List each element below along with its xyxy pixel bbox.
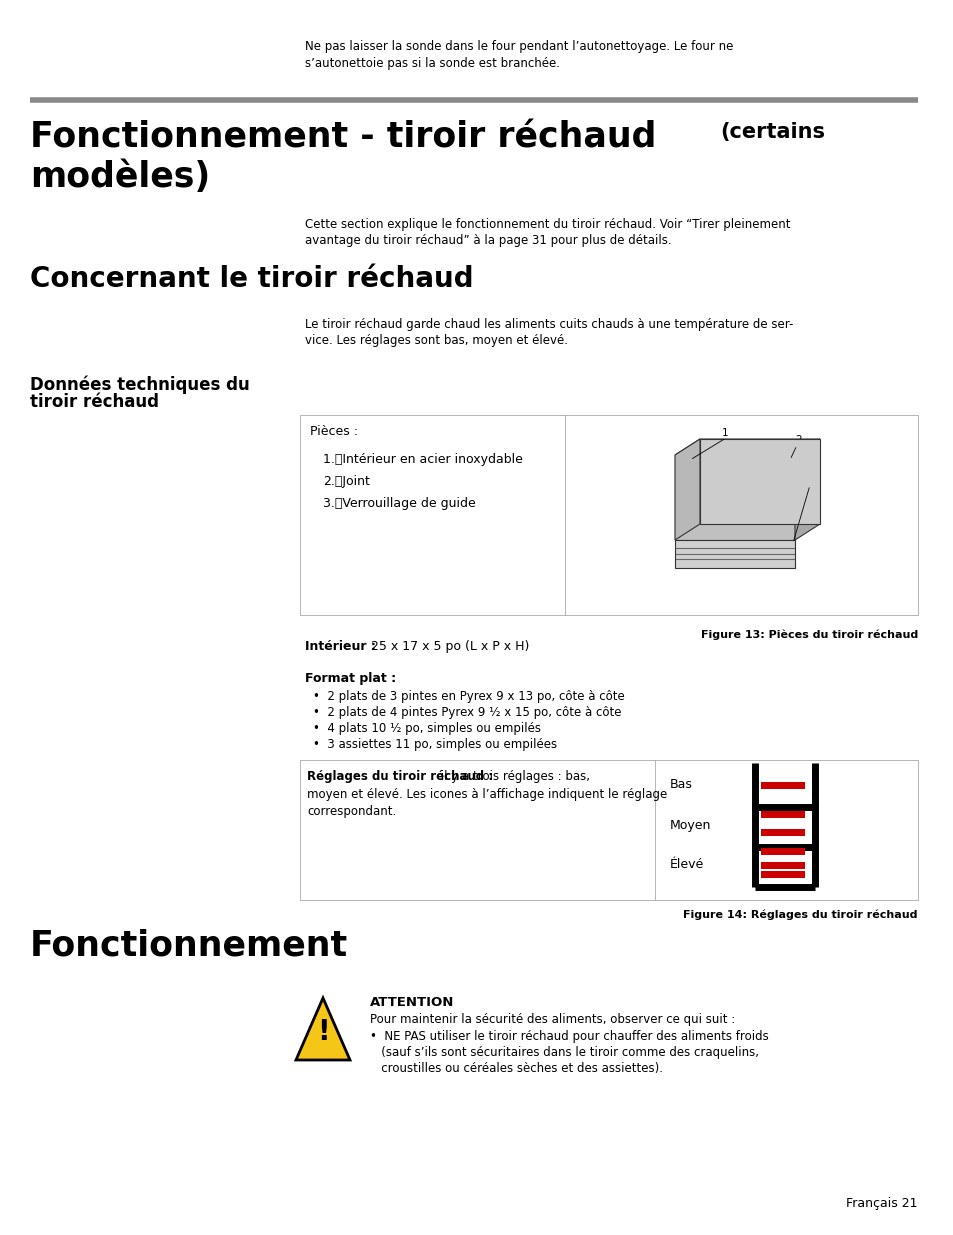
Text: (sauf s’ils sont sécuritaires dans le tiroir comme des craquelins,: (sauf s’ils sont sécuritaires dans le ti… — [370, 1046, 759, 1058]
Bar — [760, 848, 804, 855]
Text: moyen et élevé. Les icones à l’affichage indiquent le réglage: moyen et élevé. Les icones à l’affichage… — [307, 788, 666, 802]
Text: ATTENTION: ATTENTION — [370, 995, 454, 1009]
Text: vice. Les réglages sont bas, moyen et élevé.: vice. Les réglages sont bas, moyen et él… — [305, 333, 567, 347]
Text: tiroir réchaud: tiroir réchaud — [30, 393, 159, 411]
Text: !: ! — [316, 1018, 329, 1046]
Text: Figure 14: Réglages du tiroir réchaud: Figure 14: Réglages du tiroir réchaud — [682, 910, 917, 920]
Text: Français 21: Français 21 — [845, 1197, 917, 1210]
Polygon shape — [295, 998, 350, 1060]
Text: •  4 plats 10 ½ po, simples ou empilés: • 4 plats 10 ½ po, simples ou empilés — [313, 722, 540, 735]
Polygon shape — [675, 438, 700, 540]
Text: 3: 3 — [807, 475, 814, 485]
Text: •  NE PAS utiliser le tiroir réchaud pour chauffer des aliments froids: • NE PAS utiliser le tiroir réchaud pour… — [370, 1030, 768, 1044]
Text: il y a trois réglages : bas,: il y a trois réglages : bas, — [436, 769, 589, 783]
Text: •  3 assiettes 11 po, simples ou empilées: • 3 assiettes 11 po, simples ou empilées — [313, 739, 557, 751]
Text: croustilles ou céréales sèches et des assiettes).: croustilles ou céréales sèches et des as… — [370, 1062, 662, 1074]
Polygon shape — [794, 438, 820, 540]
Text: (certains: (certains — [720, 122, 824, 142]
Text: Bas: Bas — [669, 778, 692, 792]
Polygon shape — [675, 438, 820, 454]
Text: Intérieur :: Intérieur : — [305, 640, 375, 653]
Bar — [760, 871, 804, 878]
Bar — [299, 415, 917, 615]
Text: 1.	Intérieur en acier inoxydable: 1. Intérieur en acier inoxydable — [323, 453, 522, 466]
Text: Concernant le tiroir réchaud: Concernant le tiroir réchaud — [30, 266, 473, 293]
Bar — [760, 829, 804, 836]
Text: Ne pas laisser la sonde dans le four pendant l’autonettoyage. Le four ne: Ne pas laisser la sonde dans le four pen… — [305, 40, 733, 53]
Polygon shape — [675, 454, 794, 540]
Bar — [760, 782, 804, 789]
Text: Le tiroir réchaud garde chaud les aliments cuits chauds à une température de ser: Le tiroir réchaud garde chaud les alimen… — [305, 317, 793, 331]
Text: Cette section explique le fonctionnement du tiroir réchaud. Voir “Tirer pleineme: Cette section explique le fonctionnement… — [305, 219, 790, 231]
Text: Fonctionnement: Fonctionnement — [30, 927, 348, 962]
Text: 2: 2 — [794, 435, 801, 445]
Text: Pièces :: Pièces : — [310, 425, 357, 438]
Bar — [760, 811, 804, 818]
Text: Données techniques du: Données techniques du — [30, 375, 250, 394]
Text: correspondant.: correspondant. — [307, 805, 395, 818]
Text: Réglages du tiroir réchaud :: Réglages du tiroir réchaud : — [307, 769, 493, 783]
Text: •  2 plats de 4 pintes Pyrex 9 ½ x 15 po, côte à côte: • 2 plats de 4 pintes Pyrex 9 ½ x 15 po,… — [313, 706, 620, 719]
Text: modèles): modèles) — [30, 161, 210, 194]
Text: Fonctionnement - tiroir réchaud: Fonctionnement - tiroir réchaud — [30, 120, 656, 154]
Text: •  2 plats de 3 pintes en Pyrex 9 x 13 po, côte à côte: • 2 plats de 3 pintes en Pyrex 9 x 13 po… — [313, 690, 624, 703]
Text: 3.	Verrouillage de guide: 3. Verrouillage de guide — [323, 496, 476, 510]
Text: Pour maintenir la sécurité des aliments, observer ce qui suit :: Pour maintenir la sécurité des aliments,… — [370, 1013, 735, 1026]
Text: Élevé: Élevé — [669, 858, 703, 872]
Bar — [760, 862, 804, 869]
Text: Figure 13: Pièces du tiroir réchaud: Figure 13: Pièces du tiroir réchaud — [700, 629, 917, 640]
Bar — [299, 760, 917, 900]
Text: Moyen: Moyen — [669, 819, 711, 831]
Polygon shape — [700, 438, 820, 524]
Text: s’autonettoie pas si la sonde est branchée.: s’autonettoie pas si la sonde est branch… — [305, 57, 559, 70]
Text: 1: 1 — [721, 429, 728, 438]
Text: avantage du tiroir réchaud” à la page 31 pour plus de détails.: avantage du tiroir réchaud” à la page 31… — [305, 233, 671, 247]
Text: 2.	Joint: 2. Joint — [323, 475, 370, 488]
Polygon shape — [675, 540, 794, 568]
Text: 25 x 17 x 5 po (L x P x H): 25 x 17 x 5 po (L x P x H) — [367, 640, 529, 653]
Text: Format plat :: Format plat : — [305, 672, 395, 685]
